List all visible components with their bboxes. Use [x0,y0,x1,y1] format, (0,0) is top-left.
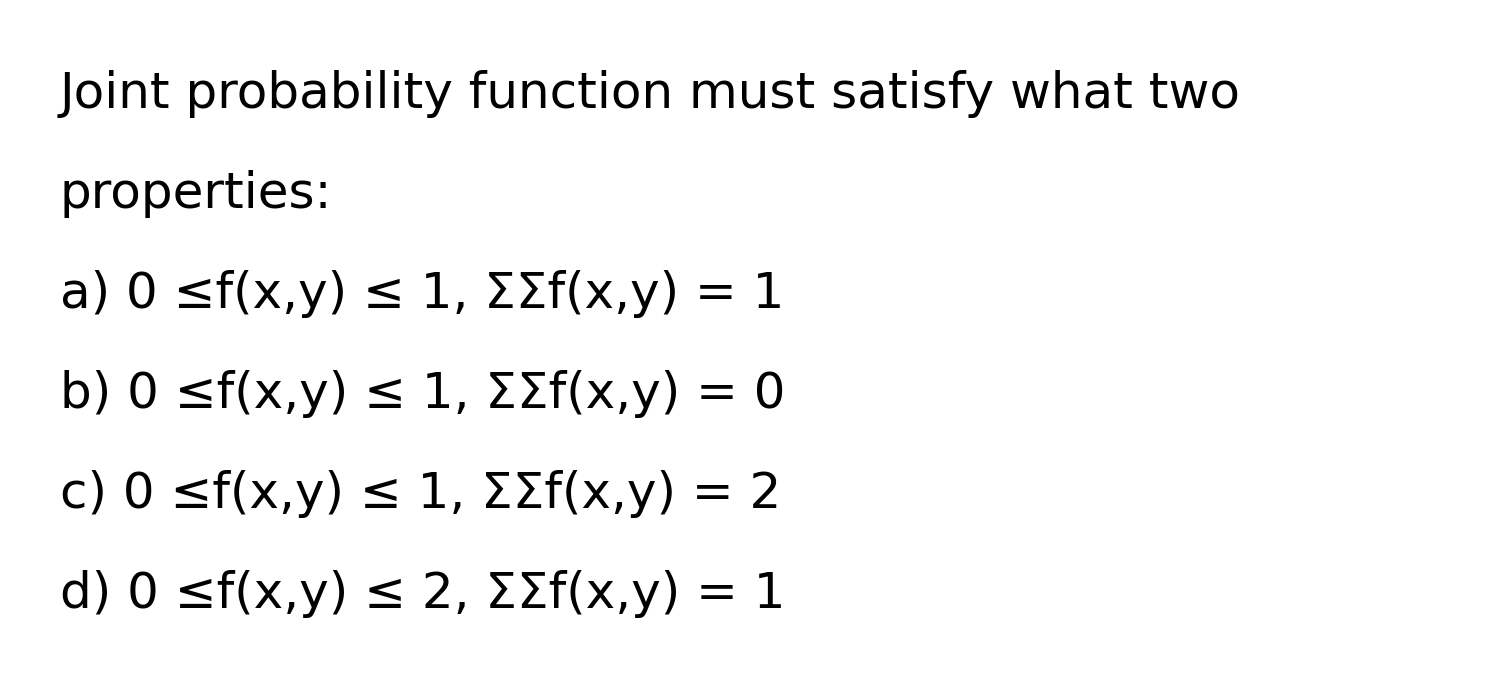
Text: c) 0 ≤f(x,y) ≤ 1, ΣΣf(x,y) = 2: c) 0 ≤f(x,y) ≤ 1, ΣΣf(x,y) = 2 [60,470,782,518]
Text: a) 0 ≤f(x,y) ≤ 1, ΣΣf(x,y) = 1: a) 0 ≤f(x,y) ≤ 1, ΣΣf(x,y) = 1 [60,270,785,318]
Text: properties:: properties: [60,170,333,218]
Text: d) 0 ≤f(x,y) ≤ 2, ΣΣf(x,y) = 1: d) 0 ≤f(x,y) ≤ 2, ΣΣf(x,y) = 1 [60,570,786,618]
Text: b) 0 ≤f(x,y) ≤ 1, ΣΣf(x,y) = 0: b) 0 ≤f(x,y) ≤ 1, ΣΣf(x,y) = 0 [60,370,786,418]
Text: Joint probability function must satisfy what two: Joint probability function must satisfy … [60,70,1240,118]
